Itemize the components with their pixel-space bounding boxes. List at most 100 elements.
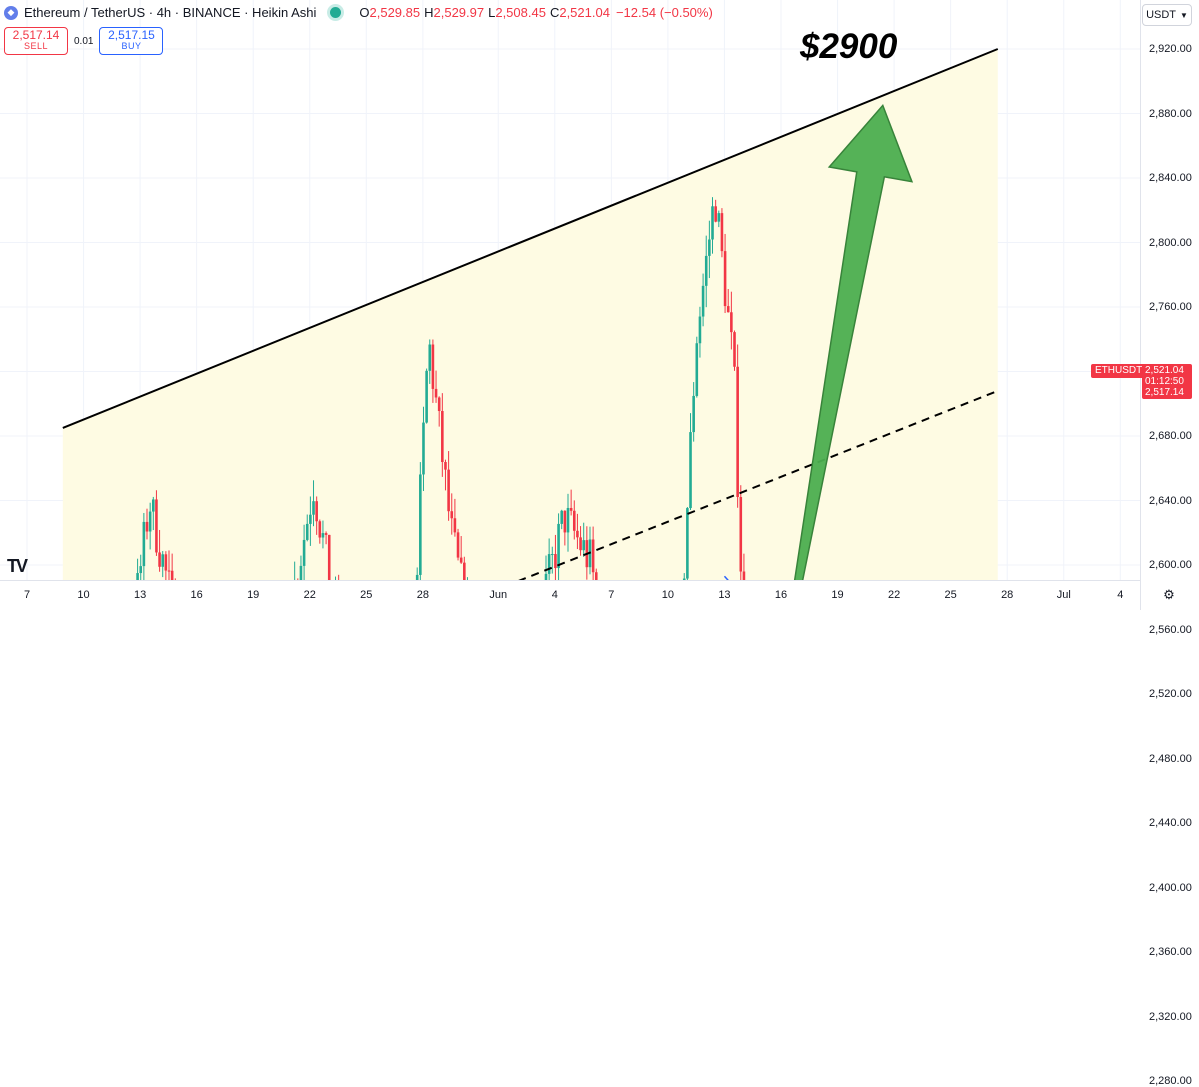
candle-body <box>155 499 158 553</box>
time-tick-label: Jul <box>1056 589 1071 601</box>
candle-body <box>136 573 139 580</box>
ohlc-value: 2,529.85 <box>369 5 421 20</box>
candle-body <box>547 554 551 574</box>
last-price-tags: 2,521.04 01:12:50 2,517.14 <box>1142 364 1192 399</box>
chart-area[interactable] <box>0 0 1140 580</box>
price-tick-label: 2,280.00 <box>1149 1075 1192 1087</box>
time-tick-label: 13 <box>718 589 731 601</box>
candle-body <box>459 557 463 563</box>
candle-body <box>591 539 595 573</box>
candle-body <box>717 213 721 222</box>
candle-body <box>415 574 419 580</box>
ohlc-value: 2,529.97 <box>433 5 485 20</box>
price-tick-label: 2,800.00 <box>1149 236 1192 249</box>
candle-body <box>312 501 315 515</box>
sell-button[interactable]: 2,517.14 SELL <box>4 27 68 55</box>
buy-button[interactable]: 2,517.15 BUY <box>99 27 164 55</box>
price-tick-label: 2,840.00 <box>1149 172 1192 184</box>
chart-svg[interactable] <box>0 0 1140 580</box>
candle-body <box>170 570 174 580</box>
symbol-legend: ◆ Ethereum / TetherUS · 4h · BINANCE · H… <box>4 5 713 20</box>
candle-body <box>164 554 168 571</box>
price-tick-label: 2,640.00 <box>1149 494 1192 507</box>
candle-body <box>692 395 695 433</box>
candle-body <box>572 510 576 531</box>
currency-selector[interactable]: USDT ▼ <box>1142 4 1192 26</box>
candle-body <box>324 533 328 535</box>
candle-body <box>305 523 309 540</box>
candle-body <box>582 540 586 551</box>
tradingview-logo[interactable]: TV <box>7 556 28 577</box>
candle-body <box>434 388 438 398</box>
candle-body <box>422 422 425 475</box>
candle-body <box>689 432 692 509</box>
chevron-down-icon: ▼ <box>1180 10 1188 20</box>
time-tick-label: 16 <box>774 589 788 601</box>
time-tick-label: 25 <box>944 589 957 601</box>
ohlc-key: H <box>424 5 434 20</box>
currency-label: USDT <box>1146 9 1177 21</box>
price-tick-label: 2,680.00 <box>1149 430 1192 442</box>
candle-body <box>148 511 152 532</box>
candle-body <box>456 532 460 558</box>
time-tick-label: 7 <box>608 589 615 601</box>
sell-price: 2,517.14 <box>12 28 60 42</box>
time-tick-label: 22 <box>303 589 316 601</box>
candle-body <box>686 508 689 579</box>
ethereum-icon: ◆ <box>4 5 18 20</box>
candle-body <box>550 554 554 556</box>
candle-body <box>695 343 699 396</box>
candle-body <box>554 554 557 569</box>
time-tick-label: Jun <box>489 589 508 601</box>
candle-body <box>711 206 714 240</box>
candle-body <box>309 514 312 524</box>
price-axis[interactable]: 2,280.00 2,320.00 2,360.00 2,400.00 2,440.00… <box>1140 0 1199 1087</box>
candle-body <box>318 521 322 538</box>
ohlc-values: O2,529.85 H2,529.97 L2,508.45 C2,521.04 <box>355 5 610 20</box>
last-price: 2,521.04 <box>1145 365 1184 376</box>
candle-body <box>742 571 746 580</box>
spread-value: 0.01 <box>74 35 94 47</box>
time-tick-label: 4 <box>1117 589 1124 601</box>
candle-body <box>447 469 450 512</box>
candle-body <box>569 507 573 511</box>
candle-body <box>419 474 422 575</box>
time-tick-label: 10 <box>77 589 90 601</box>
ohlc-key: C <box>549 5 560 20</box>
candle-body <box>145 521 149 532</box>
channel-fill <box>62 49 998 580</box>
candle-body <box>444 462 447 470</box>
candle-body <box>714 206 717 222</box>
price-tick-label: 2,360.00 <box>1149 946 1192 958</box>
candle-body <box>142 521 146 567</box>
price-tick-label: 2,480.00 <box>1149 752 1192 765</box>
candle-body <box>315 501 318 522</box>
candle-body <box>431 344 435 389</box>
time-axis[interactable]: 7 10 13 16 19 22 25 28 Jun 4 7 10 13 16 19 22 25 28 Jul 4 <box>0 580 1140 611</box>
candle-body <box>544 573 548 580</box>
price-change: −12.54 (−0.50%) <box>615 5 713 20</box>
candle-body <box>566 507 570 533</box>
candle-body <box>299 565 303 580</box>
candle-body <box>736 366 739 498</box>
gear-icon[interactable]: ⚙ <box>1163 587 1175 602</box>
price-tick-label: 2,600.00 <box>1149 559 1192 571</box>
market-status-indicator[interactable] <box>330 7 342 18</box>
candle-body <box>698 316 702 344</box>
time-tick-label: 16 <box>190 589 203 601</box>
price-tick-label: 2,920.00 <box>1149 43 1192 55</box>
time-tick-label: 19 <box>831 589 844 601</box>
target-annotation: $2900 <box>800 27 898 66</box>
candle-body <box>701 285 705 317</box>
candle-body <box>453 518 457 533</box>
candle-body <box>682 578 686 580</box>
price-tick-label: 2,760.00 <box>1149 301 1192 313</box>
symbol-title[interactable]: Ethereum / TetherUS · 4h · BINANCE · Hei… <box>24 5 317 20</box>
bar-countdown: 01:12:50 <box>1145 376 1184 387</box>
candle-body <box>576 530 579 538</box>
time-tick-label: 22 <box>887 589 901 601</box>
candle-body <box>161 554 165 567</box>
candle-body <box>321 533 325 538</box>
upper-channel-line <box>62 48 999 429</box>
candle-body <box>425 370 428 423</box>
